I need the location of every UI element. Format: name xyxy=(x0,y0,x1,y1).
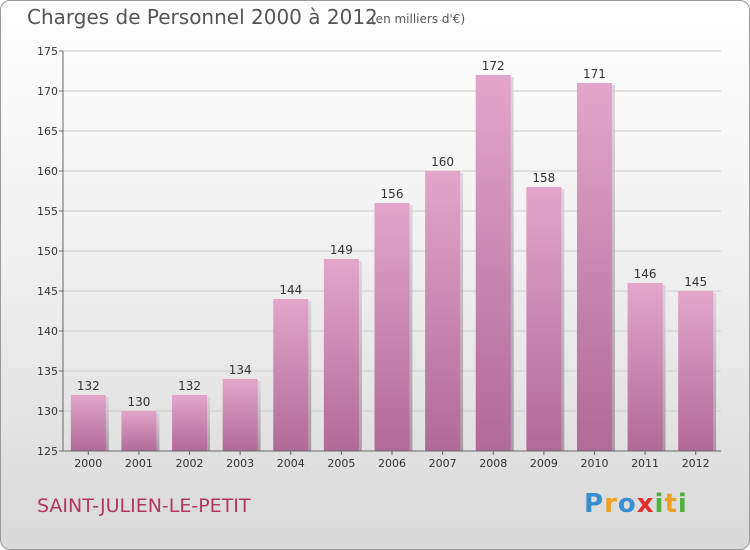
y-tick-label: 135 xyxy=(37,365,58,378)
bar-value-label: 149 xyxy=(330,243,353,257)
bar xyxy=(374,203,410,451)
bar-value-label: 134 xyxy=(229,363,252,377)
logo-letter: i xyxy=(677,489,688,519)
bar xyxy=(475,75,511,451)
bar-value-label: 156 xyxy=(381,187,404,201)
x-tick-label: 2009 xyxy=(530,457,558,470)
bar-value-label: 171 xyxy=(583,67,606,81)
bar xyxy=(678,291,714,451)
y-tick-label: 150 xyxy=(37,245,58,258)
y-tick-label: 160 xyxy=(37,165,58,178)
town-name: SAINT-JULIEN-LE-PETIT xyxy=(37,495,251,517)
axes xyxy=(59,50,721,455)
bar xyxy=(526,187,562,451)
bar xyxy=(172,395,208,451)
y-tick-label: 165 xyxy=(37,125,58,138)
bar-value-label: 130 xyxy=(127,395,150,409)
chart-title: Charges de Personnel 2000 à 2012 xyxy=(27,5,378,29)
bar-value-label: 132 xyxy=(77,379,100,393)
bar xyxy=(121,411,157,451)
x-tick-label: 2006 xyxy=(378,457,406,470)
y-tick-label: 125 xyxy=(37,445,58,458)
x-tick-label: 2007 xyxy=(429,457,457,470)
y-tick-label: 155 xyxy=(37,205,58,218)
logo-letter: o xyxy=(617,489,637,519)
x-tick-label: 2000 xyxy=(74,457,102,470)
y-tick-label: 175 xyxy=(37,45,58,58)
bar-value-label: 144 xyxy=(279,283,302,297)
bar xyxy=(222,379,258,451)
x-tick-label: 2005 xyxy=(327,457,355,470)
bar xyxy=(425,171,461,451)
bars xyxy=(70,75,717,451)
x-tick-label: 2004 xyxy=(277,457,305,470)
logo-letter: r xyxy=(604,489,618,519)
y-tick-label: 145 xyxy=(37,285,58,298)
labels: 125 130 135 140 145 150 155 160 165 170 175 132 2000… xyxy=(37,45,710,470)
bar xyxy=(627,283,663,451)
logo-letter: i xyxy=(654,489,665,519)
y-tick-label: 140 xyxy=(37,325,58,338)
bar-value-label: 145 xyxy=(684,275,707,289)
bar xyxy=(576,83,612,451)
x-tick-label: 2010 xyxy=(580,457,608,470)
bar xyxy=(323,259,359,451)
logo-letter: x xyxy=(636,489,655,519)
bar-value-label: 146 xyxy=(634,267,657,281)
chart-subtitle: (en milliers d'€) xyxy=(371,12,466,26)
y-tick-label: 170 xyxy=(37,85,58,98)
bar-value-label: 160 xyxy=(431,155,454,169)
bar-value-label: 132 xyxy=(178,379,201,393)
y-tick-label: 130 xyxy=(37,405,58,418)
logo-letter: P xyxy=(584,489,605,519)
bar-value-label: 158 xyxy=(532,171,555,185)
x-tick-label: 2003 xyxy=(226,457,254,470)
bar xyxy=(70,395,106,451)
logo-letter: t xyxy=(664,489,678,519)
proxiti-logo: Proxiti xyxy=(584,489,688,519)
x-tick-label: 2011 xyxy=(631,457,659,470)
x-tick-label: 2001 xyxy=(125,457,153,470)
bar xyxy=(273,299,309,451)
x-tick-label: 2008 xyxy=(479,457,507,470)
x-tick-label: 2002 xyxy=(176,457,204,470)
x-tick-label: 2012 xyxy=(682,457,710,470)
bar-value-label: 172 xyxy=(482,59,505,73)
